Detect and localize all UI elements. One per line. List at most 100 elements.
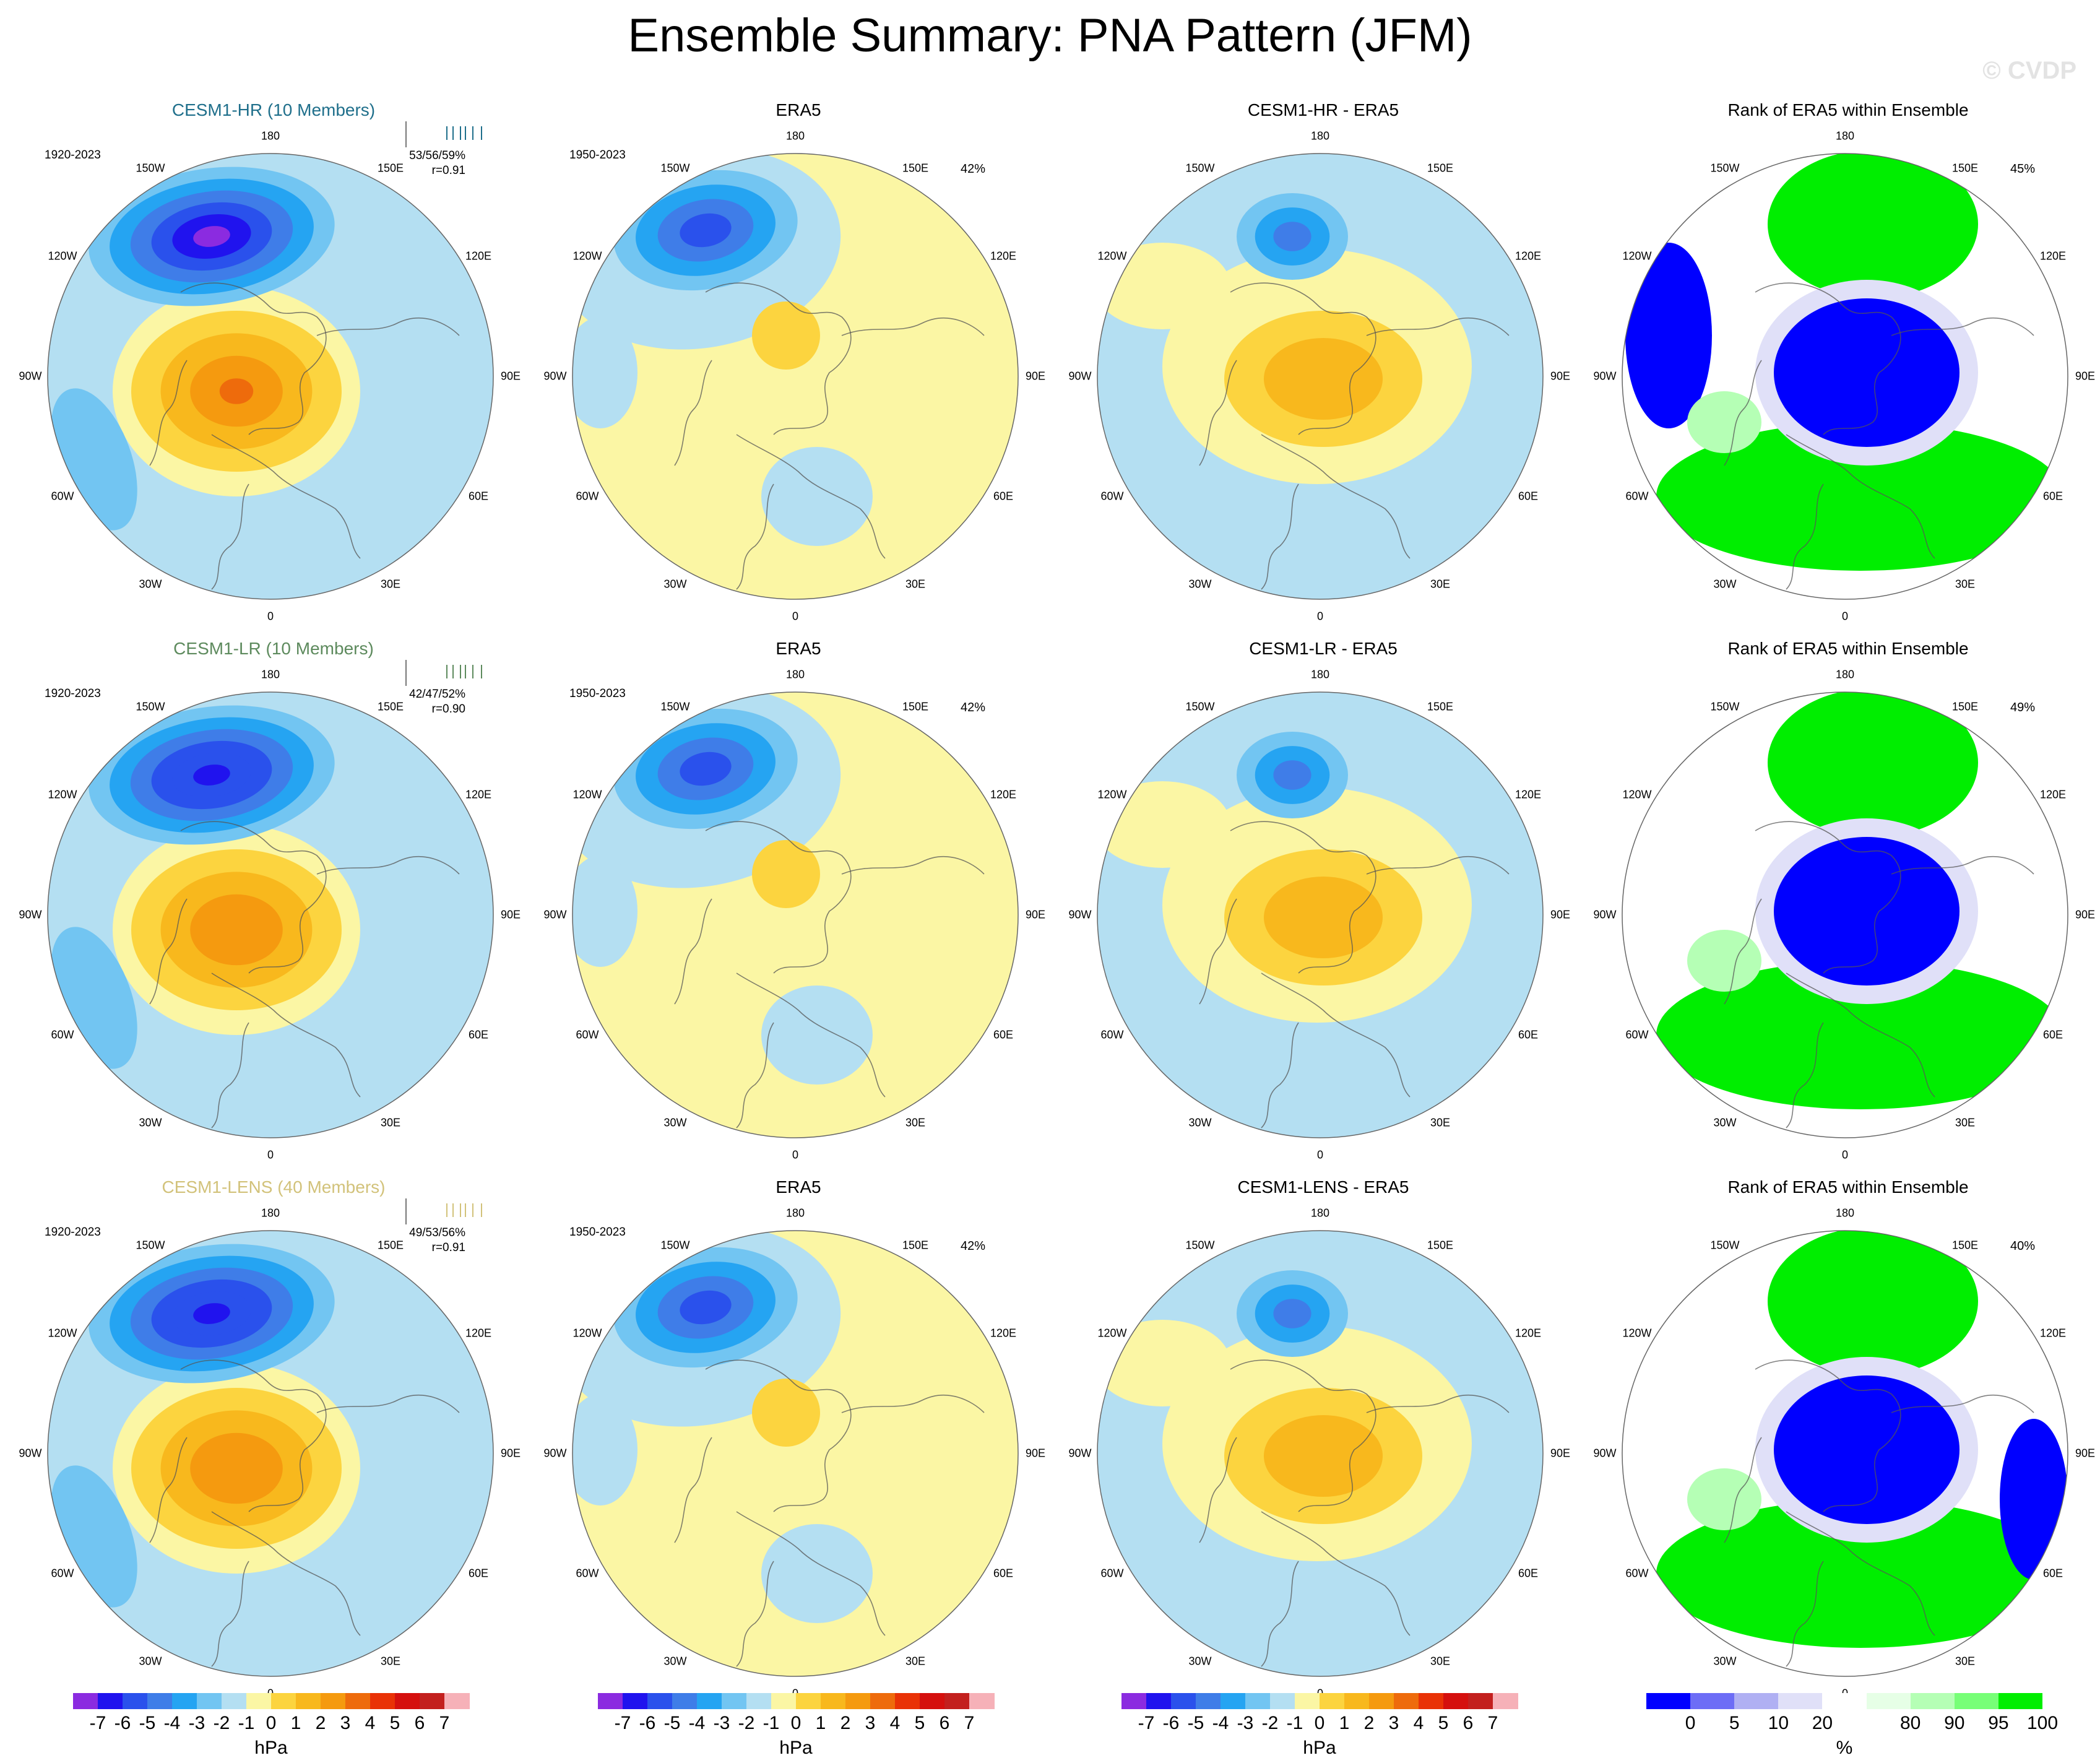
rank-percent: 45% <box>2010 162 2036 176</box>
colorbar-swatch <box>697 1693 722 1709</box>
colorbar-unit: % <box>1836 1738 1853 1758</box>
panel-title: CESM1-HR (10 Members) <box>171 100 376 119</box>
rank-map <box>1622 1230 2068 1677</box>
coastline <box>736 1561 774 1667</box>
rank-low-region <box>1774 298 1960 447</box>
longitude-label: 60W <box>576 490 599 503</box>
colorbar-tick: -6 <box>114 1713 131 1733</box>
coastline <box>1891 1394 2034 1413</box>
colorbar-tick: 4 <box>1413 1713 1424 1733</box>
coastline <box>841 317 985 336</box>
colorbar-tick: 5 <box>914 1713 925 1733</box>
longitude-label: 90W <box>19 1447 42 1460</box>
colorbar-swatch <box>1270 1693 1295 1709</box>
longitude-label: 180 <box>785 129 805 142</box>
longitude-label: 120W <box>573 788 602 801</box>
year-range: 1950-2023 <box>569 149 626 162</box>
ensemble-stats: 49/53/56% r=0.91 <box>373 1226 465 1255</box>
longitude-label: 150E <box>902 1239 929 1252</box>
longitude-label: 60E <box>469 1028 489 1041</box>
diff-panel-row2: 180 150E 120E 90E 60E 30E 0 30W 60W 90W 120W 150W CE… <box>1068 639 1571 1171</box>
map-boundary <box>47 691 494 1138</box>
obs-panel-row2: 180 150E 120E 90E 60E 30E 0 30W 60W 90W 120W 150W ER… <box>543 639 1046 1171</box>
colorbar-swatch <box>1468 1693 1493 1709</box>
map-boundary <box>1622 1230 2068 1677</box>
longitude-label: 60W <box>576 1028 599 1041</box>
map-boundary <box>572 691 1019 1138</box>
longitude-label: 90E <box>2075 908 2096 921</box>
pos-core <box>1264 338 1383 420</box>
longitude-label: 150E <box>377 162 404 175</box>
panel-title: Rank of ERA5 within Ensemble <box>1727 1177 1969 1197</box>
longitude-label: 90E <box>1025 1447 1046 1460</box>
map-boundary <box>572 1230 1019 1677</box>
colorbar-swatch <box>1344 1693 1370 1709</box>
coastline <box>1891 856 2034 875</box>
colorbar-tick: 3 <box>1388 1713 1399 1733</box>
ensemble-spread-marks <box>405 660 482 686</box>
pattern-correlation: r=0.91 <box>431 164 465 177</box>
colorbar-tick: -4 <box>163 1713 181 1733</box>
longitude-label: 30W <box>139 1116 162 1129</box>
colorbar-tick: 0 <box>1314 1713 1325 1733</box>
coastline <box>1230 1359 1376 1512</box>
coastline <box>1230 282 1376 435</box>
colorbar-swatch <box>598 1693 623 1709</box>
rank-high-region <box>1687 930 1761 992</box>
colorbar-tick: -1 <box>763 1713 780 1733</box>
longitude-label: 60W <box>51 1028 74 1041</box>
colorbar-tick: 20 <box>1812 1713 1833 1733</box>
colorbar-swatch <box>1910 1693 1955 1709</box>
longitude-label: 120W <box>1622 249 1652 262</box>
longitude-label: 30W <box>139 1655 162 1668</box>
diff-map <box>1097 691 1544 1138</box>
coastline <box>211 1022 249 1128</box>
longitude-label: 0 <box>1841 610 1849 623</box>
colorbar-tick: 0 <box>266 1713 277 1733</box>
panel-title: CESM1-LENS (40 Members) <box>162 1177 386 1197</box>
neg-region <box>761 985 873 1085</box>
rank-panel-row3: 180150E120E90E60E30E030W60W90W120W150WRa… <box>1593 1177 2096 1710</box>
colorbar-swatch <box>420 1693 445 1709</box>
model-map <box>47 691 494 1138</box>
longitude-label: 150W <box>1185 700 1215 713</box>
colorbar-tick: -4 <box>1212 1713 1229 1733</box>
longitude-label: 90E <box>500 1447 521 1460</box>
panel-title: CESM1-LR - ERA5 <box>1249 639 1398 658</box>
rank-low-region <box>1774 1375 1960 1524</box>
rank-low-region <box>1625 243 1712 428</box>
colorbar-swatch <box>321 1693 346 1709</box>
neg-region <box>573 1394 637 1505</box>
colorbar-swatch <box>1954 1693 1999 1709</box>
longitude-label: 150E <box>1427 700 1454 713</box>
longitude-label: 120E <box>1515 788 1542 801</box>
colorbar-tick: 2 <box>1363 1713 1375 1733</box>
colorbar-swatch <box>147 1693 173 1709</box>
page-title: Ensemble Summary: PNA Pattern (JFM) <box>628 9 1472 62</box>
coastline <box>149 898 188 1005</box>
neg-region <box>573 317 637 428</box>
longitude-label: 30E <box>1430 1116 1451 1129</box>
longitude-label: 120E <box>2039 1327 2067 1340</box>
colorbar-swatch <box>1320 1693 1345 1709</box>
longitude-label: 150W <box>660 162 690 175</box>
map-boundary <box>47 1230 494 1677</box>
longitude-label: 120E <box>2039 788 2067 801</box>
colorbar-tick: 2 <box>315 1713 326 1733</box>
colorbar-tick: 90 <box>1944 1713 1965 1733</box>
longitude-label: 120E <box>1515 249 1542 262</box>
rank-low-region <box>2000 1419 2068 1580</box>
variance-percent: 42% <box>961 701 986 714</box>
longitude-label: 150E <box>1427 1239 1454 1252</box>
coastline <box>1199 898 1237 1005</box>
coastline <box>316 856 460 875</box>
colorbar-swatch <box>296 1693 321 1709</box>
longitude-label: 150W <box>136 162 165 175</box>
rank-high-region <box>1656 961 2065 1109</box>
model-map <box>47 1230 494 1677</box>
colorbar-tick: 4 <box>365 1713 376 1733</box>
longitude-label: 0 <box>1841 1148 1849 1161</box>
longitude-label: 180 <box>1835 668 1855 681</box>
pattern-stats: 42/47/52% <box>409 688 465 701</box>
longitude-label: 60E <box>1518 1028 1539 1041</box>
